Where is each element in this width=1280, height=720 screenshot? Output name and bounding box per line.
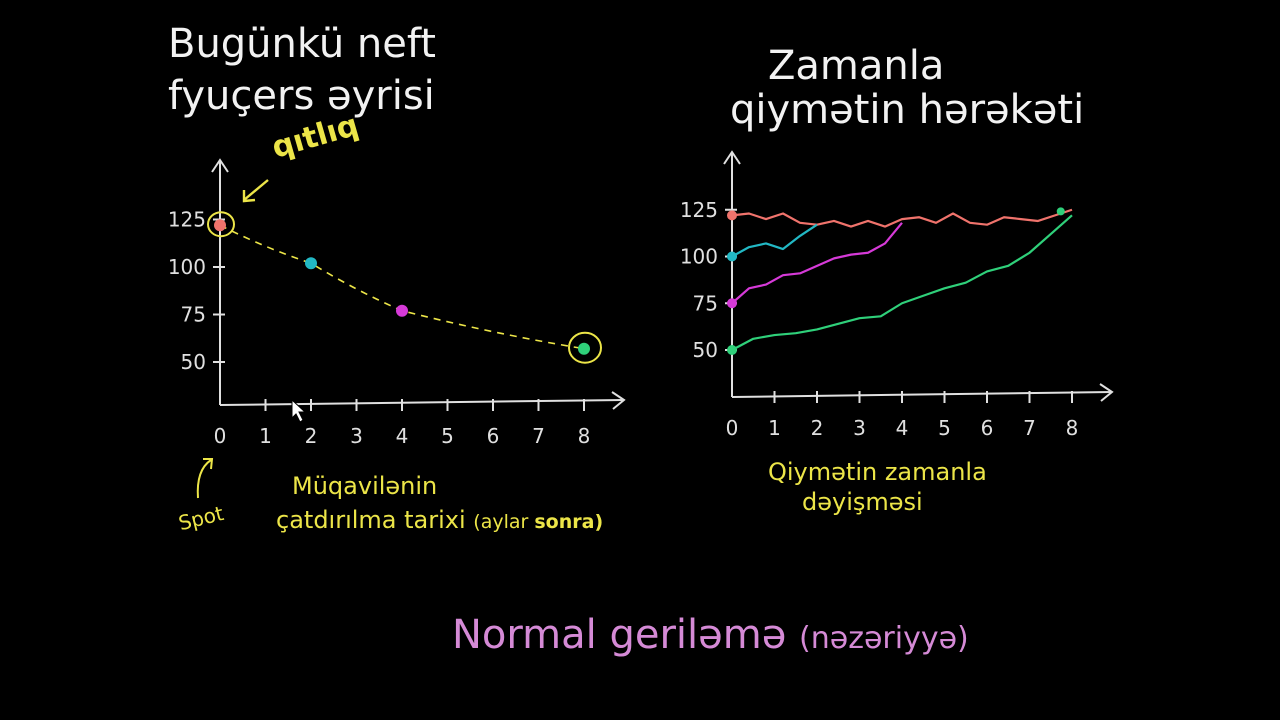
left-x-tick-label-2: 2 [305,424,318,448]
left-x-tick-label-3: 3 [350,424,363,448]
right-y-tick-label-75: 75 [693,291,718,315]
left-xlabel-line1: Müqavilənin [292,472,438,500]
right-x-tick-label-4: 4 [896,416,909,440]
right-x-tick-label-1: 1 [768,416,781,440]
left-point-month-2 [305,257,317,270]
left-x-tick-label-1: 1 [259,424,272,448]
mouse-cursor-icon [291,398,307,423]
left-xlabel-bold: sonra) [534,511,604,533]
left-xlabel-main: çatdırılma tarixi [276,506,466,534]
left-futures-curve [219,224,585,350]
left-y-tick-label-50: 50 [181,350,206,374]
left-x-tick-label-6: 6 [487,424,500,448]
right-start-point-cyan [727,251,737,262]
left-x-tick-label-0: 0 [214,424,227,448]
right-start-point-red [727,210,737,221]
annotation-marks [196,179,307,499]
left-xlabel-small: (aylar [473,511,535,533]
left-x-tick-label-7: 7 [532,424,545,448]
right-x-tick-label-8: 8 [1066,416,1079,440]
right-title-line2: qiymətin hərəkəti [730,87,1085,133]
right-y-tick-label-50: 50 [693,338,718,362]
left-xlabel-line2: çatdırılma tarixi (aylar sonra) [276,506,603,534]
right-x-tick-label-0: 0 [726,416,739,440]
right-y-tick-label-100: 100 [680,245,718,269]
left-x-tick-label-4: 4 [396,424,409,448]
right-series-red [731,208,1073,228]
left-x-axis-arrow [611,391,626,410]
right-series-green [731,214,1073,351]
left-point-month-0 [214,219,226,232]
right-chart: 0 1 2 3 4 5 6 7 8 50 75 100 125 [680,150,1114,440]
left-y-axis-arrow [211,158,229,173]
left-highlight-circle-8 [568,331,602,364]
footer-main: Normal geriləmə [452,612,787,658]
right-title-line1: Zamanla [768,43,945,89]
shortage-arrow-head [242,190,256,203]
right-y-tick-label-125: 125 [680,198,718,222]
right-series-magenta [731,222,903,305]
right-xlabel-line1: Qiymətin zamanla [768,458,987,486]
right-x-axis-arrow [1099,383,1114,402]
right-xlabel-line2: dəyişməsi [802,488,923,516]
left-x-tick-label-5: 5 [441,424,454,448]
right-start-point-green [727,345,737,355]
left-x-axis [219,399,625,406]
right-x-tick-label-2: 2 [811,416,824,440]
left-title-line2: fyuçers əyrisi [168,73,435,119]
left-title-line1: Bugünkü neft [168,21,436,67]
right-x-tick-label-6: 6 [981,416,994,440]
right-x-tick-label-5: 5 [938,416,951,440]
left-point-month-4 [396,304,408,317]
left-x-tick-label-8: 8 [578,424,591,448]
shortage-arrow-line [243,179,269,201]
left-y-tick-label-100: 100 [168,255,206,279]
right-y-axis-arrow [723,150,741,165]
left-point-month-8 [578,342,590,355]
left-y-tick-label-75: 75 [181,303,206,327]
right-series-cyan [731,223,818,258]
left-highlight-circle-0 [207,211,235,238]
right-end-point-green [1056,207,1065,216]
right-start-point-magenta [727,298,737,309]
left-chart: 0 1 2 3 4 5 6 7 8 50 75 100 125 [168,158,626,448]
spot-arrow-line [196,459,212,499]
right-x-axis [731,391,1113,398]
spot-arrow-head [203,458,214,470]
right-x-tick-label-3: 3 [853,416,866,440]
right-x-tick-label-7: 7 [1023,416,1036,440]
left-y-tick-label-125: 125 [168,208,206,232]
footer-title: Normal geriləmə (nəzəriyyə) [452,612,969,658]
footer-paren: (nəzəriyyə) [799,621,969,656]
